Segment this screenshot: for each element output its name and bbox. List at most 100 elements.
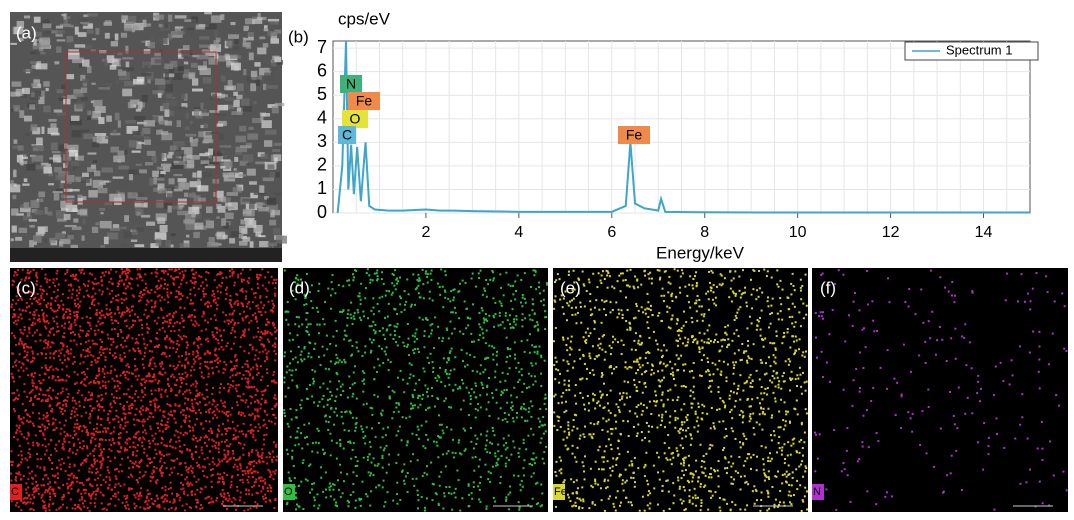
map-dot — [186, 449, 188, 451]
map-dot — [103, 376, 105, 378]
map-dot — [245, 399, 247, 401]
map-dot — [13, 275, 15, 277]
map-dot — [509, 491, 511, 493]
map-dot — [185, 415, 187, 417]
map-dot — [84, 356, 86, 358]
map-dot — [263, 346, 265, 348]
map-dot — [170, 439, 172, 441]
map-dot — [114, 357, 116, 359]
map-dot — [15, 344, 17, 346]
map-dot — [237, 303, 239, 305]
map-dot — [407, 323, 409, 325]
map-dot — [188, 353, 190, 355]
map-dot — [539, 421, 541, 423]
sem-grain — [251, 71, 257, 77]
map-dot — [309, 492, 311, 494]
map-dot — [68, 284, 70, 286]
map-dot — [446, 373, 448, 375]
map-dot — [32, 442, 34, 444]
map-dot — [44, 474, 46, 476]
map-dot — [125, 273, 127, 275]
map-dot — [71, 293, 73, 295]
map-dot — [103, 508, 105, 510]
map-dot — [174, 330, 176, 332]
map-dot — [23, 383, 25, 385]
map-dot — [42, 478, 44, 480]
map-dot — [172, 277, 174, 279]
map-dot — [173, 467, 175, 469]
map-dot — [142, 409, 144, 411]
map-dot — [173, 418, 175, 420]
map-dot — [226, 508, 228, 510]
sem-grain — [131, 240, 137, 242]
map-dot — [427, 395, 429, 397]
map-dot — [156, 272, 158, 274]
map-dot — [153, 373, 155, 375]
map-dot — [58, 307, 60, 309]
map-dot — [269, 456, 271, 458]
sem-grain — [119, 180, 131, 188]
sem-grain — [173, 189, 183, 191]
map-dot — [338, 380, 340, 382]
map-dot — [48, 509, 50, 511]
map-dot — [57, 376, 59, 378]
map-dot — [39, 339, 41, 341]
map-dot — [250, 320, 252, 322]
map-dot — [75, 453, 77, 455]
map-dot — [451, 333, 453, 335]
sem-grain — [246, 163, 249, 165]
sem-grain — [154, 53, 161, 57]
map-dot — [252, 476, 254, 478]
map-dot — [207, 338, 209, 340]
map-dot — [342, 285, 344, 287]
sem-grain — [264, 29, 269, 31]
map-dot — [168, 453, 170, 455]
map-dot — [62, 304, 64, 306]
sem-grain — [87, 152, 96, 154]
map-dot — [164, 279, 166, 281]
map-dot — [370, 310, 372, 312]
map-dot — [331, 281, 333, 283]
map-dot — [424, 371, 426, 373]
map-dot — [27, 478, 29, 480]
map-dot — [191, 403, 193, 405]
map-dot — [238, 413, 240, 415]
map-dot — [320, 364, 322, 366]
map-dot — [94, 278, 96, 280]
map-dot — [258, 311, 260, 313]
map-dot — [268, 322, 270, 324]
map-dot — [274, 293, 276, 295]
map-dot — [193, 410, 195, 412]
sem-grain — [54, 61, 59, 64]
map-dot — [252, 346, 254, 348]
map-dot — [206, 496, 208, 498]
map-dot — [212, 331, 214, 333]
map-dot — [189, 293, 191, 295]
map-dot — [91, 273, 93, 275]
map-dot — [175, 430, 177, 432]
map-dot — [272, 307, 274, 309]
map-dot — [178, 373, 180, 375]
map-dot — [189, 506, 191, 508]
sem-grain — [18, 146, 24, 151]
map-dot — [234, 355, 236, 357]
map-dot — [11, 332, 13, 334]
map-dot — [95, 472, 97, 474]
map-dot — [171, 414, 173, 416]
map-dot — [189, 420, 191, 422]
map-dot — [381, 457, 383, 459]
sem-grain — [15, 237, 22, 241]
map-dot — [228, 411, 230, 413]
map-dot — [248, 277, 250, 279]
map-dot — [390, 361, 392, 363]
sem-grain — [24, 202, 30, 209]
map-dot — [23, 356, 25, 358]
map-dot — [370, 446, 372, 448]
map-dot — [542, 458, 544, 460]
map-dot — [142, 396, 144, 398]
map-dot — [432, 361, 434, 363]
map-dot — [67, 353, 69, 355]
sem-grain — [275, 172, 279, 178]
map-dot — [199, 363, 201, 365]
map-dot — [356, 341, 358, 343]
